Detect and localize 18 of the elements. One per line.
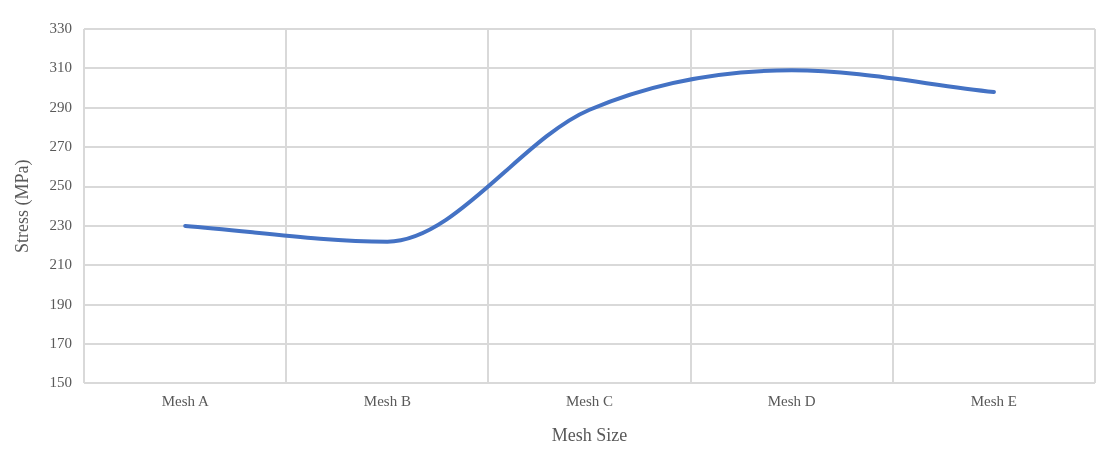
y-tick-label: 230 [49,216,73,233]
x-tick-label: Mesh E [970,393,1018,410]
x-tick-label: Mesh D [767,393,816,410]
y-tick-label: 330 [49,19,73,36]
y-tick-label: 150 [49,374,73,391]
y-tick-label: 250 [49,177,73,194]
y-tick-label: 170 [49,334,73,351]
y-tick-label: 190 [49,295,73,312]
y-axis-title: Stress (MPa) [11,159,33,253]
y-tick-label: 270 [49,138,73,155]
x-axis-title: Mesh Size [551,424,628,445]
x-tick-label: Mesh B [363,393,411,410]
x-tick-label: Mesh C [566,393,614,410]
y-tick-label: 310 [49,59,73,76]
x-tick-label: Mesh A [161,393,209,410]
line-series [183,68,996,244]
y-tick-label: 210 [49,256,73,273]
y-tick-label: 290 [49,98,73,115]
